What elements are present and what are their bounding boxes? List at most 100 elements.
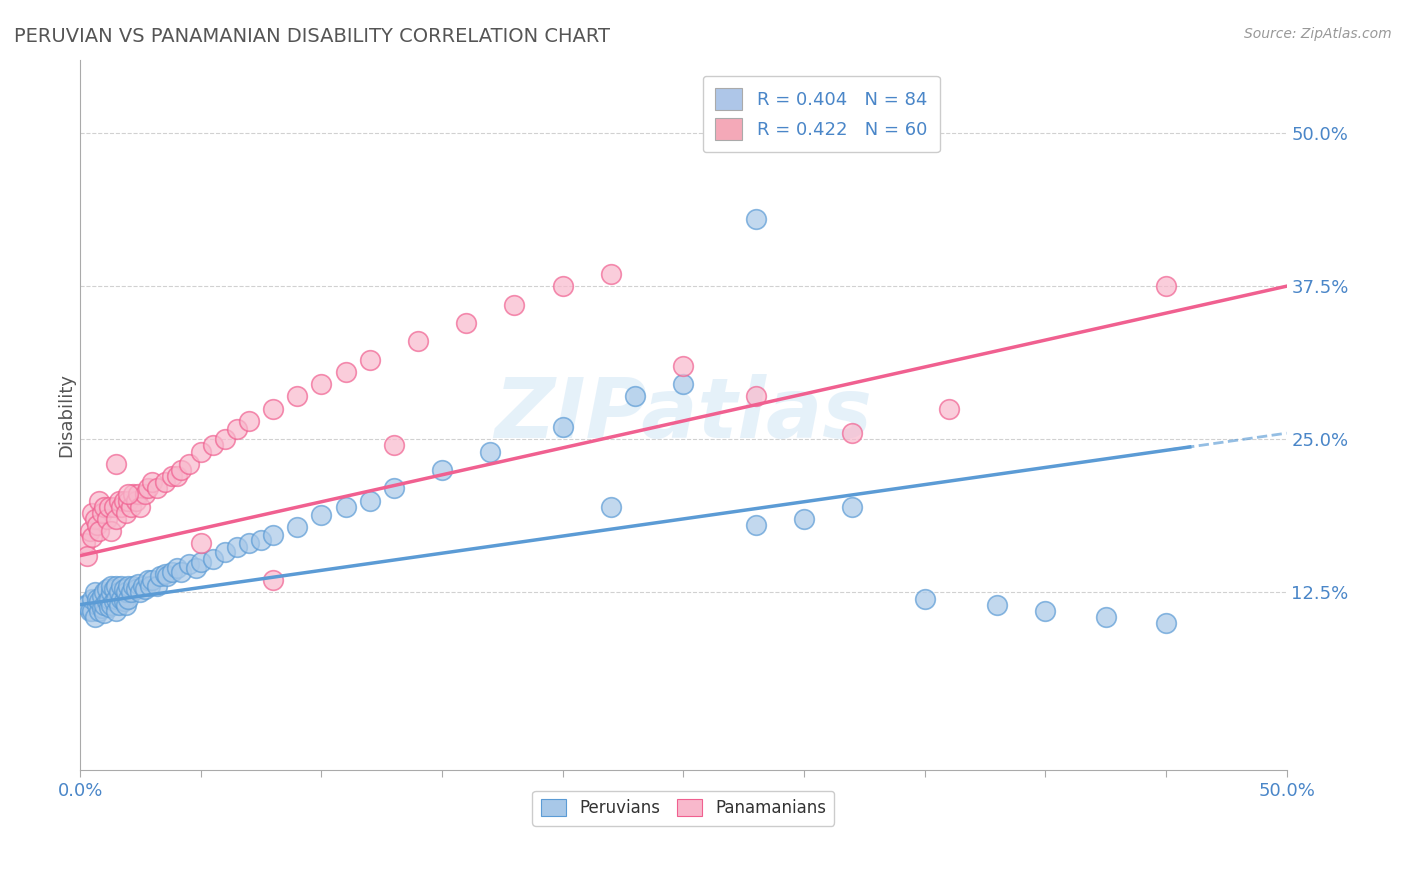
Point xyxy=(105,512,128,526)
Point xyxy=(132,579,155,593)
Point xyxy=(89,594,111,608)
Point xyxy=(1154,615,1177,630)
Point xyxy=(93,606,115,620)
Point xyxy=(83,512,105,526)
Point xyxy=(89,524,111,538)
Point xyxy=(100,524,122,538)
Point xyxy=(93,598,115,612)
Point xyxy=(262,401,284,416)
Point xyxy=(107,493,129,508)
Point xyxy=(122,579,145,593)
Point xyxy=(479,444,502,458)
Point xyxy=(76,598,98,612)
Point xyxy=(115,585,138,599)
Point xyxy=(110,591,132,606)
Point xyxy=(117,591,139,606)
Point xyxy=(600,267,623,281)
Point xyxy=(76,549,98,563)
Point xyxy=(141,573,163,587)
Point xyxy=(79,604,101,618)
Point xyxy=(98,500,121,514)
Point xyxy=(226,422,249,436)
Point xyxy=(793,512,815,526)
Point xyxy=(146,481,169,495)
Point xyxy=(120,585,142,599)
Point xyxy=(141,475,163,490)
Point xyxy=(841,500,863,514)
Point xyxy=(105,591,128,606)
Point xyxy=(311,377,333,392)
Point xyxy=(190,536,212,550)
Y-axis label: Disability: Disability xyxy=(58,373,75,457)
Point xyxy=(285,520,308,534)
Point xyxy=(170,463,193,477)
Point xyxy=(149,569,172,583)
Text: Source: ZipAtlas.com: Source: ZipAtlas.com xyxy=(1244,27,1392,41)
Point xyxy=(100,579,122,593)
Point xyxy=(96,512,118,526)
Point xyxy=(177,558,200,572)
Point xyxy=(456,316,478,330)
Point xyxy=(100,598,122,612)
Point xyxy=(103,594,125,608)
Point xyxy=(86,518,108,533)
Point xyxy=(134,487,156,501)
Point xyxy=(551,279,574,293)
Point xyxy=(100,585,122,599)
Point xyxy=(153,567,176,582)
Point xyxy=(93,585,115,599)
Point xyxy=(250,533,273,547)
Point xyxy=(110,579,132,593)
Point xyxy=(214,545,236,559)
Point xyxy=(98,600,121,615)
Point xyxy=(226,540,249,554)
Point xyxy=(146,579,169,593)
Point xyxy=(166,561,188,575)
Point xyxy=(190,444,212,458)
Point xyxy=(744,211,766,226)
Point xyxy=(73,598,96,612)
Point xyxy=(82,591,104,606)
Point xyxy=(153,475,176,490)
Point xyxy=(136,481,159,495)
Point xyxy=(129,500,152,514)
Point xyxy=(938,401,960,416)
Point xyxy=(89,604,111,618)
Point xyxy=(744,518,766,533)
Text: PERUVIAN VS PANAMANIAN DISABILITY CORRELATION CHART: PERUVIAN VS PANAMANIAN DISABILITY CORREL… xyxy=(14,27,610,45)
Point xyxy=(156,569,179,583)
Point xyxy=(86,598,108,612)
Point xyxy=(335,365,357,379)
Point xyxy=(1094,610,1116,624)
Point xyxy=(105,604,128,618)
Point xyxy=(90,506,112,520)
Point xyxy=(214,432,236,446)
Point xyxy=(122,487,145,501)
Point xyxy=(914,591,936,606)
Point xyxy=(112,594,135,608)
Point xyxy=(359,352,381,367)
Point xyxy=(79,524,101,538)
Point xyxy=(90,601,112,615)
Point xyxy=(406,334,429,349)
Point xyxy=(105,457,128,471)
Point xyxy=(600,500,623,514)
Text: ZIPatlas: ZIPatlas xyxy=(495,375,872,455)
Point xyxy=(744,389,766,403)
Point xyxy=(120,500,142,514)
Point xyxy=(103,582,125,596)
Point xyxy=(124,493,146,508)
Point xyxy=(105,579,128,593)
Point xyxy=(238,414,260,428)
Point xyxy=(117,493,139,508)
Point xyxy=(190,555,212,569)
Point xyxy=(201,438,224,452)
Point xyxy=(170,565,193,579)
Point xyxy=(82,530,104,544)
Point xyxy=(262,573,284,587)
Point xyxy=(115,506,138,520)
Point xyxy=(127,577,149,591)
Point xyxy=(89,493,111,508)
Point xyxy=(117,487,139,501)
Point xyxy=(107,585,129,599)
